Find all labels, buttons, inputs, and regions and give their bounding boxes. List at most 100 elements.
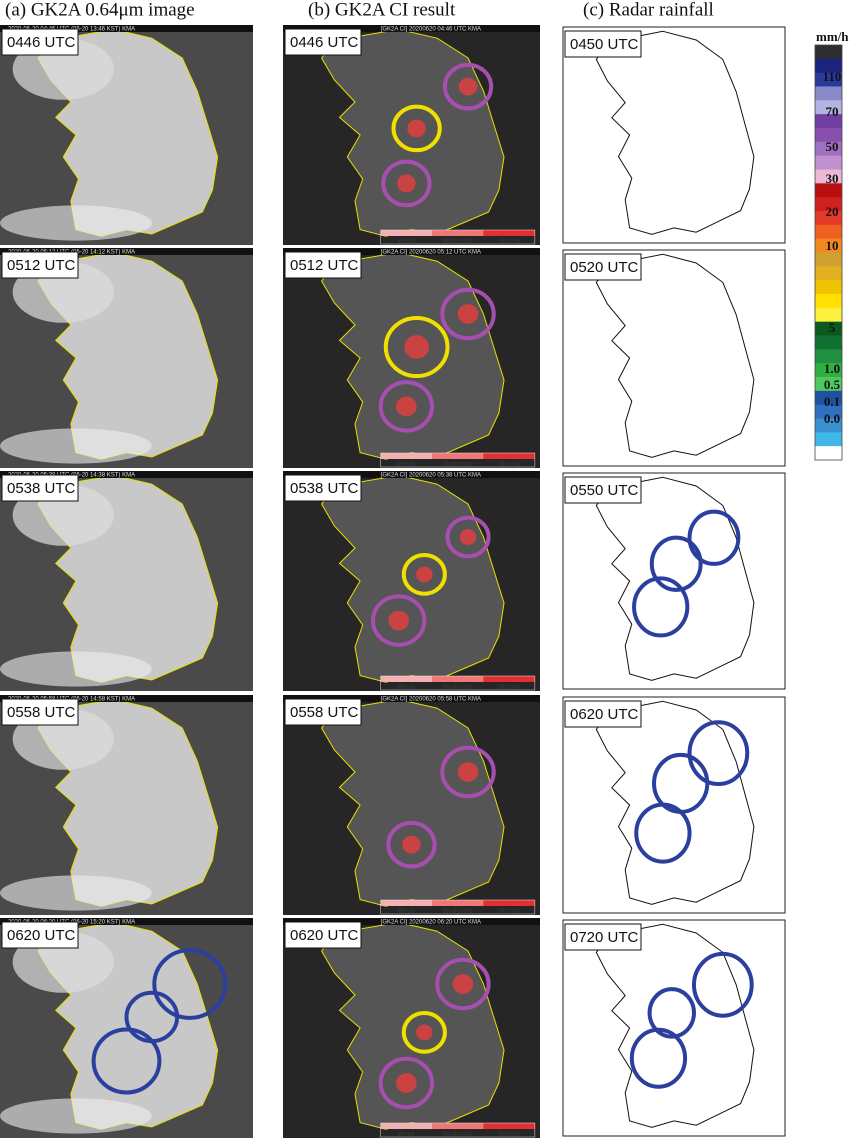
panel: Weak Moderate Strong [GK2A CI] 20200620 06:… xyxy=(283,918,540,1138)
highlight-circle xyxy=(442,62,494,111)
panel: 0450 UTC xyxy=(562,26,786,244)
ci-cell xyxy=(458,77,478,96)
colorbar-label: 70 xyxy=(826,104,839,119)
cloud xyxy=(0,651,152,687)
highlight-circle xyxy=(687,509,741,566)
land xyxy=(595,700,755,905)
colorbar-segment xyxy=(815,114,842,129)
legend-swatch xyxy=(432,230,484,236)
legend-swatch xyxy=(380,900,433,906)
panel: Weak Moderate Strong [GK2A CI] 20200620 04:… xyxy=(283,25,540,245)
highlight-circle xyxy=(91,1027,162,1095)
ci-cell xyxy=(407,119,426,138)
legend-label: Strong xyxy=(498,908,521,915)
legend-label: Moderate xyxy=(442,908,473,915)
time-box xyxy=(564,253,642,281)
colorbar-segment xyxy=(815,100,842,115)
legend-label: Weak xyxy=(397,684,415,691)
colorbar-segment xyxy=(815,197,842,212)
colorbar-segment xyxy=(815,307,842,323)
panel: 0550 UTC xyxy=(562,472,786,690)
ci-cell xyxy=(396,396,417,417)
image-header: [GK2A CI] 20200620 05:12 UTC KMA xyxy=(381,250,481,256)
colorbar-segment xyxy=(815,266,842,281)
legend-swatch xyxy=(432,1123,484,1129)
highlight-circle xyxy=(445,515,491,559)
colorbar-segment xyxy=(815,335,842,350)
highlight-circle xyxy=(634,802,692,864)
header-strip xyxy=(283,471,540,478)
column-title: (b) GK2A CI result xyxy=(308,0,456,20)
highlight-circle xyxy=(386,820,437,869)
ci-cell xyxy=(416,566,433,583)
panel: 0520 UTC xyxy=(562,249,786,467)
colorbar-segment xyxy=(815,169,842,184)
legend-label: Moderate xyxy=(442,1131,473,1138)
colorbar-segment xyxy=(815,211,842,226)
panel: 2020-06-20 05:58 UTC (06-20 14:58 KST) K… xyxy=(0,695,253,915)
colorbar-segment xyxy=(815,432,842,447)
panel: 2020-06-20 06:20 UTC (06-20 15:20 KST) K… xyxy=(0,918,253,1138)
highlight-circle xyxy=(391,104,442,153)
legend-swatch xyxy=(483,230,535,236)
colorbar-segment xyxy=(815,390,842,406)
time-box xyxy=(284,28,362,56)
highlight-circle xyxy=(687,720,750,787)
ci-cell xyxy=(457,304,479,324)
time-box xyxy=(284,921,362,949)
colorbar-segment xyxy=(815,280,842,295)
image-header: [GK2A CI] 20200620 05:38 UTC KMA xyxy=(381,473,481,479)
header-strip xyxy=(0,918,253,925)
time-box xyxy=(564,700,642,728)
header-strip xyxy=(0,25,253,32)
time-label: 0520 UTC xyxy=(570,259,639,276)
panel: 0720 UTC xyxy=(562,919,786,1137)
colorbar-segment xyxy=(815,418,842,433)
legend-swatch xyxy=(432,900,484,906)
time-label: 0550 UTC xyxy=(570,482,639,499)
legend-swatch xyxy=(483,900,535,906)
legend-swatch xyxy=(483,1123,535,1129)
highlight-circle xyxy=(401,1011,447,1054)
colorbar-segment xyxy=(815,363,842,378)
time-label: 0558 UTC xyxy=(7,704,76,721)
colorbar-segment xyxy=(815,238,842,253)
column-title: (c) Radar rainfall xyxy=(583,0,714,20)
ci-cell xyxy=(397,174,416,193)
time-box xyxy=(1,698,79,726)
colorbar-segment xyxy=(815,321,842,336)
legend-label: Weak xyxy=(397,238,415,245)
time-box xyxy=(284,251,362,279)
colorbar-segment xyxy=(815,58,842,74)
time-box xyxy=(1,921,79,949)
panel: 2020-06-20 04:46 UTC (06-20 13:46 KST) K… xyxy=(0,25,253,245)
highlight-circle xyxy=(435,957,491,1011)
ci-cell xyxy=(404,335,429,359)
ci-cell xyxy=(416,1024,433,1041)
time-label: 0620 UTC xyxy=(570,706,639,723)
land xyxy=(320,474,505,683)
highlight-circle xyxy=(440,745,496,799)
header-strip xyxy=(283,918,540,925)
highlight-circle xyxy=(381,159,432,208)
time-box xyxy=(564,923,642,951)
colorbar-segment xyxy=(815,377,842,392)
legend-label: Strong xyxy=(498,684,521,691)
highlight-circle xyxy=(647,987,696,1039)
colorbar-label: 0.0 xyxy=(824,411,840,426)
colorbar-segment xyxy=(815,224,842,240)
time-box xyxy=(1,251,79,279)
land xyxy=(595,476,755,681)
panel: Weak Moderate Strong [GK2A CI] 20200620 05:… xyxy=(283,471,540,691)
colorbar-unit: mm/h xyxy=(816,29,849,44)
header-strip xyxy=(283,25,540,32)
land xyxy=(595,30,755,235)
legend-swatch xyxy=(380,453,433,459)
cloud xyxy=(0,205,152,241)
highlight-circle xyxy=(440,287,496,341)
legend-label: Weak xyxy=(397,908,415,915)
panel: Weak Moderate Strong [GK2A CI] 20200620 05:… xyxy=(283,695,540,915)
time-label: 0720 UTC xyxy=(570,929,639,946)
cloud xyxy=(0,1098,152,1134)
